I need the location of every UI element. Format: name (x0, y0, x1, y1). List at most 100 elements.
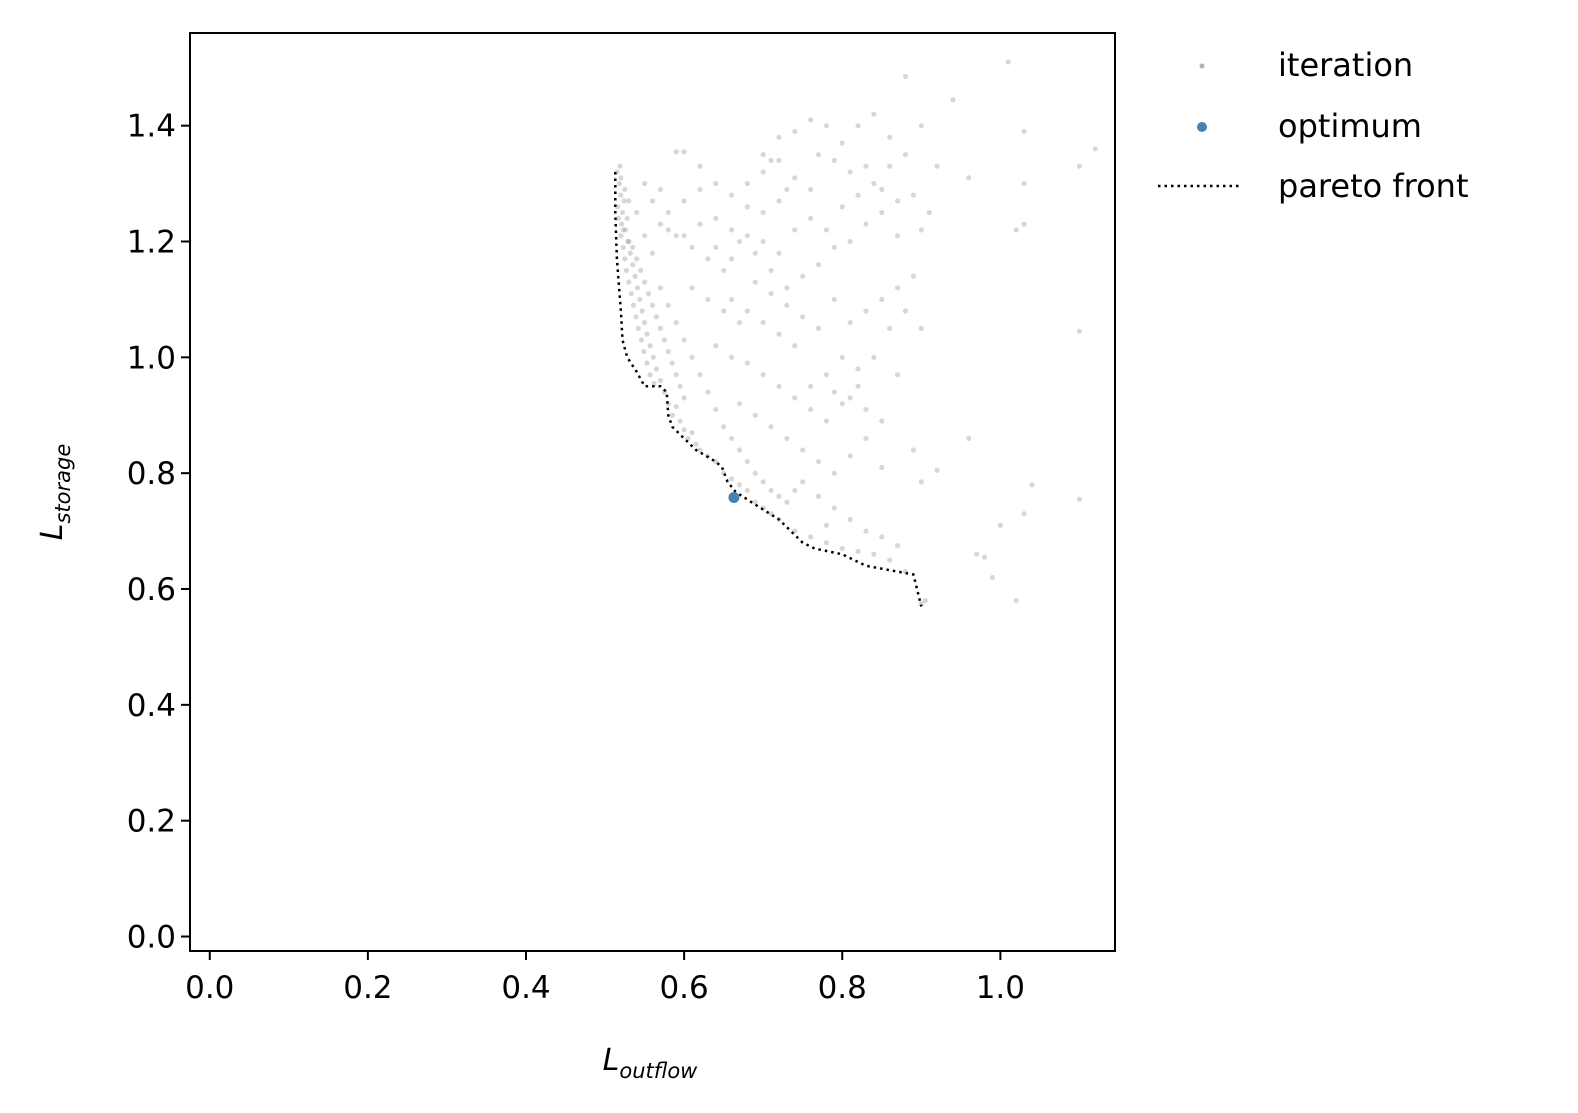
iteration-point (784, 302, 790, 308)
iteration-point (752, 279, 758, 285)
iteration-point (760, 209, 766, 216)
iteration-point (653, 314, 660, 320)
iteration-point (681, 427, 687, 433)
iteration-point (776, 157, 782, 164)
iteration-point (632, 273, 638, 279)
iteration-point (618, 175, 624, 181)
iteration-point (650, 354, 656, 360)
iteration-point (657, 285, 664, 291)
iteration-point (633, 314, 639, 320)
iteration-point (815, 262, 822, 268)
plot-frame (189, 32, 1116, 952)
iteration-point (823, 372, 830, 378)
iteration-point (627, 250, 633, 256)
x-tick-label: 0.4 (501, 970, 550, 1006)
iteration-point (776, 493, 782, 499)
iteration-point (1021, 128, 1027, 135)
iteration-point (768, 267, 774, 274)
iteration-point (855, 548, 861, 554)
iteration-point (649, 302, 656, 308)
iteration-point (638, 267, 644, 274)
iteration-point (863, 221, 869, 227)
iteration-point (894, 233, 901, 239)
iteration-point (847, 453, 853, 459)
iteration-point (768, 291, 774, 297)
iteration-point (619, 209, 626, 216)
iteration-point (950, 97, 956, 103)
iteration-point (1013, 597, 1019, 604)
iteration-point (839, 204, 845, 210)
iteration-point (697, 447, 703, 453)
y-tick-label: 0.0 (127, 920, 176, 956)
iteration-point (760, 152, 766, 158)
pareto-front-path (614, 172, 923, 607)
iteration-point (871, 551, 877, 557)
legend-optimum-marker (1197, 122, 1207, 132)
iteration-point (689, 285, 695, 291)
iteration-point (728, 256, 735, 262)
iteration-point (855, 383, 861, 389)
iteration-point (792, 175, 798, 181)
iteration-point (626, 238, 632, 245)
iteration-point (673, 372, 679, 378)
iteration-point (681, 149, 687, 155)
y-axis-label: Lstorage (35, 444, 75, 541)
iteration-point (705, 296, 711, 303)
iteration-point (744, 204, 750, 210)
iteration-point (1021, 221, 1027, 227)
iteration-point (637, 296, 643, 303)
iteration-point (752, 499, 758, 505)
iteration-point (910, 447, 916, 453)
iteration-point (776, 198, 782, 204)
iteration-point (879, 464, 885, 470)
iteration-point (887, 325, 893, 331)
iteration-point (1021, 180, 1027, 187)
iteration-point (784, 435, 790, 442)
iteration-point (630, 302, 637, 308)
iteration-point (863, 435, 869, 442)
iteration-point (839, 401, 845, 407)
iteration-point (894, 542, 901, 549)
iteration-point (644, 331, 650, 337)
iteration-point (902, 73, 909, 80)
iteration-point (855, 123, 861, 129)
iteration-point (784, 499, 790, 505)
iteration-point (713, 343, 719, 349)
iteration-point (669, 360, 675, 366)
iteration-point (831, 505, 837, 511)
iteration-point (622, 186, 628, 192)
iteration-point (693, 441, 699, 447)
iteration-point (744, 233, 750, 239)
x-tick-label: 1.0 (976, 970, 1025, 1006)
iteration-point (638, 337, 645, 343)
iteration-point (776, 134, 782, 140)
iteration-point (736, 482, 743, 488)
iteration-point (800, 447, 806, 453)
iteration-point (644, 360, 650, 366)
y-axis-label-base: L (35, 524, 70, 541)
iteration-point (997, 522, 1003, 528)
iteration-point (823, 227, 830, 233)
iteration-point (617, 163, 623, 169)
iteration-point (887, 163, 893, 169)
iteration-point (619, 221, 625, 227)
iteration-point (808, 383, 814, 389)
iteration-point (871, 180, 877, 187)
iteration-point (831, 296, 837, 303)
iteration-point (815, 325, 822, 331)
iteration-point (736, 238, 743, 245)
iteration-point (800, 479, 806, 485)
iteration-point (621, 198, 627, 204)
iteration-point (728, 354, 735, 360)
iteration-point (1076, 328, 1083, 334)
x-axis-ticks: 0.0 0.2 0.4 0.6 0.8 1.0 (185, 951, 1025, 1006)
iteration-point (673, 149, 679, 155)
iteration-point (618, 192, 624, 198)
iteration-point (902, 308, 909, 314)
iteration-point (966, 175, 972, 181)
iteration-point (776, 331, 782, 337)
iteration-point (689, 430, 695, 436)
iteration-point (673, 233, 679, 239)
iteration-point (894, 198, 901, 204)
